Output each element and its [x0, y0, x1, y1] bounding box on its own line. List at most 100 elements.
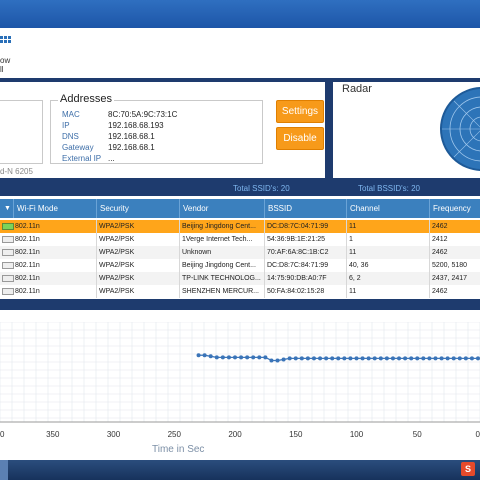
series-point: [360, 356, 365, 361]
series-point: [463, 356, 468, 361]
table-row[interactable]: 802.11n WPA2/PSK TP-LINK TECHNOLOG... 14:75…: [0, 272, 480, 285]
adapter-name: d-N 6205: [0, 167, 33, 176]
x-tick-label: 0: [476, 430, 480, 439]
series-point: [226, 355, 231, 360]
x-tick-label: 0: [0, 430, 5, 439]
series-point: [269, 358, 274, 363]
radar-title: Radar: [342, 83, 372, 95]
series-point: [208, 354, 213, 359]
column-header-security[interactable]: Security: [96, 199, 179, 218]
table-row[interactable]: 802.11n WPA2/PSK SHENZHEN MERCUR... 50:FA:8…: [0, 285, 480, 298]
x-tick-label: 300: [107, 430, 121, 439]
cell-vendor: Unknown: [179, 246, 264, 259]
signal-bar-icon: [2, 248, 14, 256]
disable-button[interactable]: Disable: [276, 127, 324, 150]
series-point: [476, 356, 480, 361]
grid-view-icon[interactable]: [0, 36, 11, 52]
cell-channel: 1: [346, 233, 429, 246]
series-point: [330, 356, 335, 361]
signal-bar-icon: [2, 261, 14, 269]
cell-channel: 11: [346, 246, 429, 259]
cell-channel: 11: [346, 285, 429, 298]
cell-bssid: DC:D8:7C:04:71:99: [264, 220, 346, 233]
table-row[interactable]: 802.11n WPA2/PSK 1Verge Internet Tech... 54…: [0, 233, 480, 246]
cell-security: WPA2/PSK: [96, 259, 179, 272]
table-header: ▼ Wi-Fi Mode Security Vendor BSSID Chann…: [0, 199, 480, 218]
cell-vendor: SHENZHEN MERCUR...: [179, 285, 264, 298]
table-body[interactable]: 802.11n WPA2/PSK Beijing Jingdong Cent... D…: [0, 220, 480, 300]
x-tick-label: 100: [350, 430, 364, 439]
total-ssids: Total SSID's: 20: [233, 184, 290, 193]
series-point: [220, 355, 225, 360]
cell-wifi-mode: 802.11n: [15, 275, 40, 282]
column-header-vendor[interactable]: Vendor: [179, 199, 264, 218]
cell-vendor: Beijing Jingdong Cent...: [179, 259, 264, 272]
total-bssids: Total BSSID's: 20: [358, 184, 420, 193]
series-point: [445, 356, 450, 361]
column-header-channel[interactable]: Channel: [346, 199, 429, 218]
column-header-bssid[interactable]: BSSID: [264, 199, 346, 218]
cell-wifi-mode: 802.11n: [15, 249, 40, 256]
signal-bar-icon: [2, 235, 14, 243]
series-point: [457, 356, 462, 361]
series-point: [427, 356, 432, 361]
series-point: [287, 356, 292, 361]
toolbar-button-label[interactable]: ow: [0, 56, 11, 65]
cell-frequency: 2462: [429, 285, 480, 298]
series-point: [263, 355, 268, 360]
series-point: [275, 358, 280, 363]
series-point: [348, 356, 353, 361]
series-point: [214, 355, 219, 360]
cell-bssid: 70:AF:6A:8C:1B:C2: [264, 246, 346, 259]
series-point: [421, 356, 426, 361]
series-point: [342, 356, 347, 361]
start-button[interactable]: [0, 460, 8, 480]
series-point: [251, 355, 256, 360]
cell-frequency: 2462: [429, 246, 480, 259]
address-key-gateway: Gateway: [62, 143, 94, 152]
tray-app-icon[interactable]: S: [461, 462, 475, 476]
signal-bar-icon: [2, 222, 14, 230]
address-value-dns: 192.168.68.1: [108, 132, 155, 141]
cell-frequency: 5200, 5180: [429, 259, 480, 272]
signal-bar-icon: [2, 287, 14, 295]
cell-security: WPA2/PSK: [96, 233, 179, 246]
address-value-external-ip: ...: [108, 154, 115, 163]
x-tick-label: 50: [413, 430, 422, 439]
column-header-wifi-mode[interactable]: Wi-Fi Mode: [13, 199, 96, 218]
toolbar: [0, 28, 480, 78]
taskbar: [0, 460, 480, 480]
toolbar-button-label-2[interactable]: ll: [0, 65, 4, 74]
window-title-bar: [0, 0, 480, 28]
table-row[interactable]: 802.11n WPA2/PSK Beijing Jingdong Cent... D…: [0, 220, 480, 233]
x-tick-label: 250: [168, 430, 182, 439]
table-row[interactable]: 802.11n WPA2/PSK Beijing Jingdong Cent... D…: [0, 259, 480, 272]
sort-arrow-icon[interactable]: ▼: [4, 205, 11, 212]
radar-display: [440, 87, 480, 171]
series-point: [469, 356, 474, 361]
series-point: [433, 356, 438, 361]
x-tick-label: 150: [289, 430, 303, 439]
series-point: [390, 356, 395, 361]
series-point: [239, 355, 244, 360]
series-point: [318, 356, 323, 361]
cell-vendor: 1Verge Internet Tech...: [179, 233, 264, 246]
cell-wifi-mode: 802.11n: [15, 223, 40, 230]
cell-bssid: 54:36:9B:1E:21:25: [264, 233, 346, 246]
x-tick-label: 200: [228, 430, 242, 439]
address-key-external-ip: External IP: [62, 154, 102, 163]
cell-channel: 40, 36: [346, 259, 429, 272]
series-point: [202, 353, 207, 358]
settings-button[interactable]: Settings: [276, 100, 324, 123]
totals-bar: [0, 180, 480, 196]
series-point: [378, 356, 383, 361]
series-point: [403, 356, 408, 361]
cell-frequency: 2462: [429, 220, 480, 233]
cell-frequency: 2437, 2417: [429, 272, 480, 285]
address-value-mac: 8C:70:5A:9C:73:1C: [108, 110, 178, 119]
address-key-dns: DNS: [62, 132, 79, 141]
column-header-frequency[interactable]: Frequency: [429, 199, 480, 218]
addresses-title: Addresses: [58, 93, 114, 105]
table-row[interactable]: 802.11n WPA2/PSK Unknown 70:AF:6A:8C:1B:C2 1…: [0, 246, 480, 259]
x-tick-label: 350: [46, 430, 60, 439]
